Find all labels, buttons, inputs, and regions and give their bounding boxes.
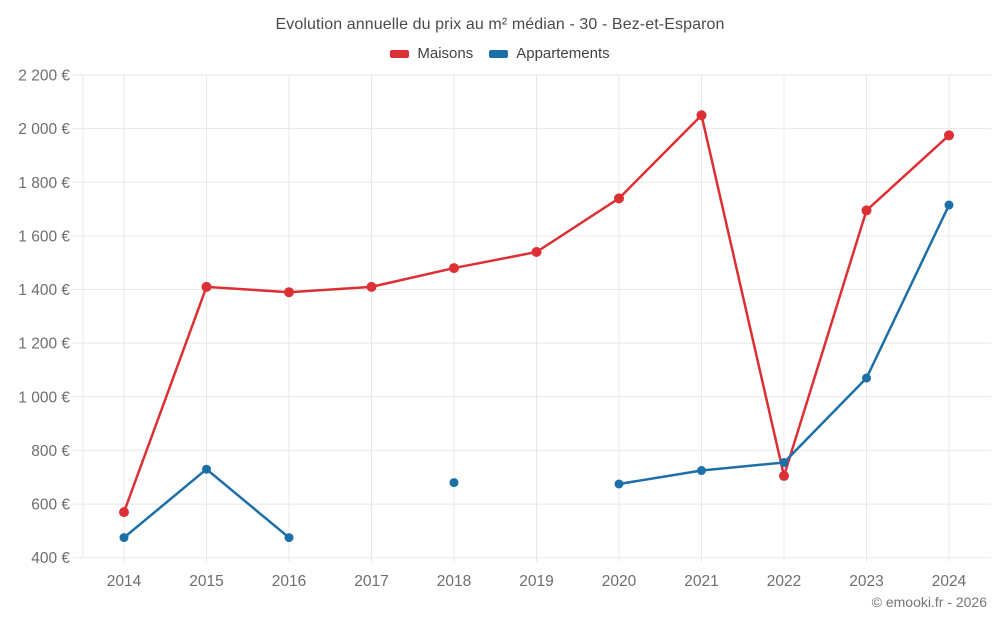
y-tick-label: 1 200 € (18, 336, 70, 353)
y-tick-label: 800 € (31, 443, 70, 460)
maisons-swatch-icon (390, 49, 410, 58)
chart-title: Evolution annuelle du prix au m² médian … (275, 16, 725, 33)
appartements-point[interactable] (284, 533, 294, 543)
maisons-point[interactable] (284, 287, 294, 298)
maisons-point[interactable] (531, 246, 542, 257)
maisons-point[interactable] (366, 281, 377, 292)
y-tick-label: 400 € (31, 550, 70, 567)
appartements-swatch-icon (489, 49, 509, 58)
x-tick-label: 2016 (272, 573, 306, 590)
appartements-point[interactable] (614, 479, 624, 489)
appartements-point[interactable] (862, 373, 871, 383)
x-tick-label: 2023 (849, 573, 883, 590)
maisons-point[interactable] (861, 205, 872, 216)
x-tick-label: 2015 (189, 573, 223, 590)
legend-label-appartements: Appartements (516, 45, 610, 62)
x-tick-label: 2021 (684, 573, 718, 590)
y-tick-label: 2 000 € (18, 121, 70, 138)
x-tick-label: 2024 (932, 573, 967, 590)
appartements-point[interactable] (779, 458, 789, 468)
x-tick-label: 2020 (602, 573, 637, 590)
maisons-point[interactable] (449, 263, 459, 274)
appartements-point[interactable] (944, 200, 954, 210)
y-tick-label: 1 800 € (18, 175, 70, 192)
appartements-point[interactable] (119, 533, 129, 543)
legend-item-maisons[interactable]: Maisons (390, 45, 473, 62)
maisons-point[interactable] (614, 193, 624, 204)
y-tick-label: 1 400 € (18, 282, 70, 299)
y-tick-label: 600 € (31, 497, 70, 514)
maisons-point[interactable] (119, 507, 129, 518)
legend-item-appartements[interactable]: Appartements (489, 45, 610, 62)
y-tick-label: 2 200 € (18, 68, 70, 85)
x-tick-label: 2022 (767, 573, 801, 590)
y-tick-label: 1 000 € (18, 389, 70, 406)
x-tick-label: 2014 (107, 573, 142, 590)
x-tick-label: 2018 (437, 573, 471, 590)
maisons-point[interactable] (944, 130, 954, 141)
appartements-point[interactable] (202, 464, 211, 474)
appartements-point[interactable] (697, 466, 706, 476)
maisons-point[interactable] (696, 110, 707, 121)
y-tick-label: 1 600 € (18, 228, 70, 245)
maisons-point[interactable] (201, 281, 212, 292)
x-tick-label: 2017 (354, 573, 388, 590)
legend-label-maisons: Maisons (417, 45, 474, 62)
x-tick-label: 2019 (519, 573, 553, 590)
chart-legend: Maisons Appartements (0, 45, 1000, 62)
appartements-point[interactable] (449, 478, 459, 488)
copyright-text: © emooki.fr - 2026 (871, 594, 987, 610)
maisons-point[interactable] (779, 470, 789, 481)
